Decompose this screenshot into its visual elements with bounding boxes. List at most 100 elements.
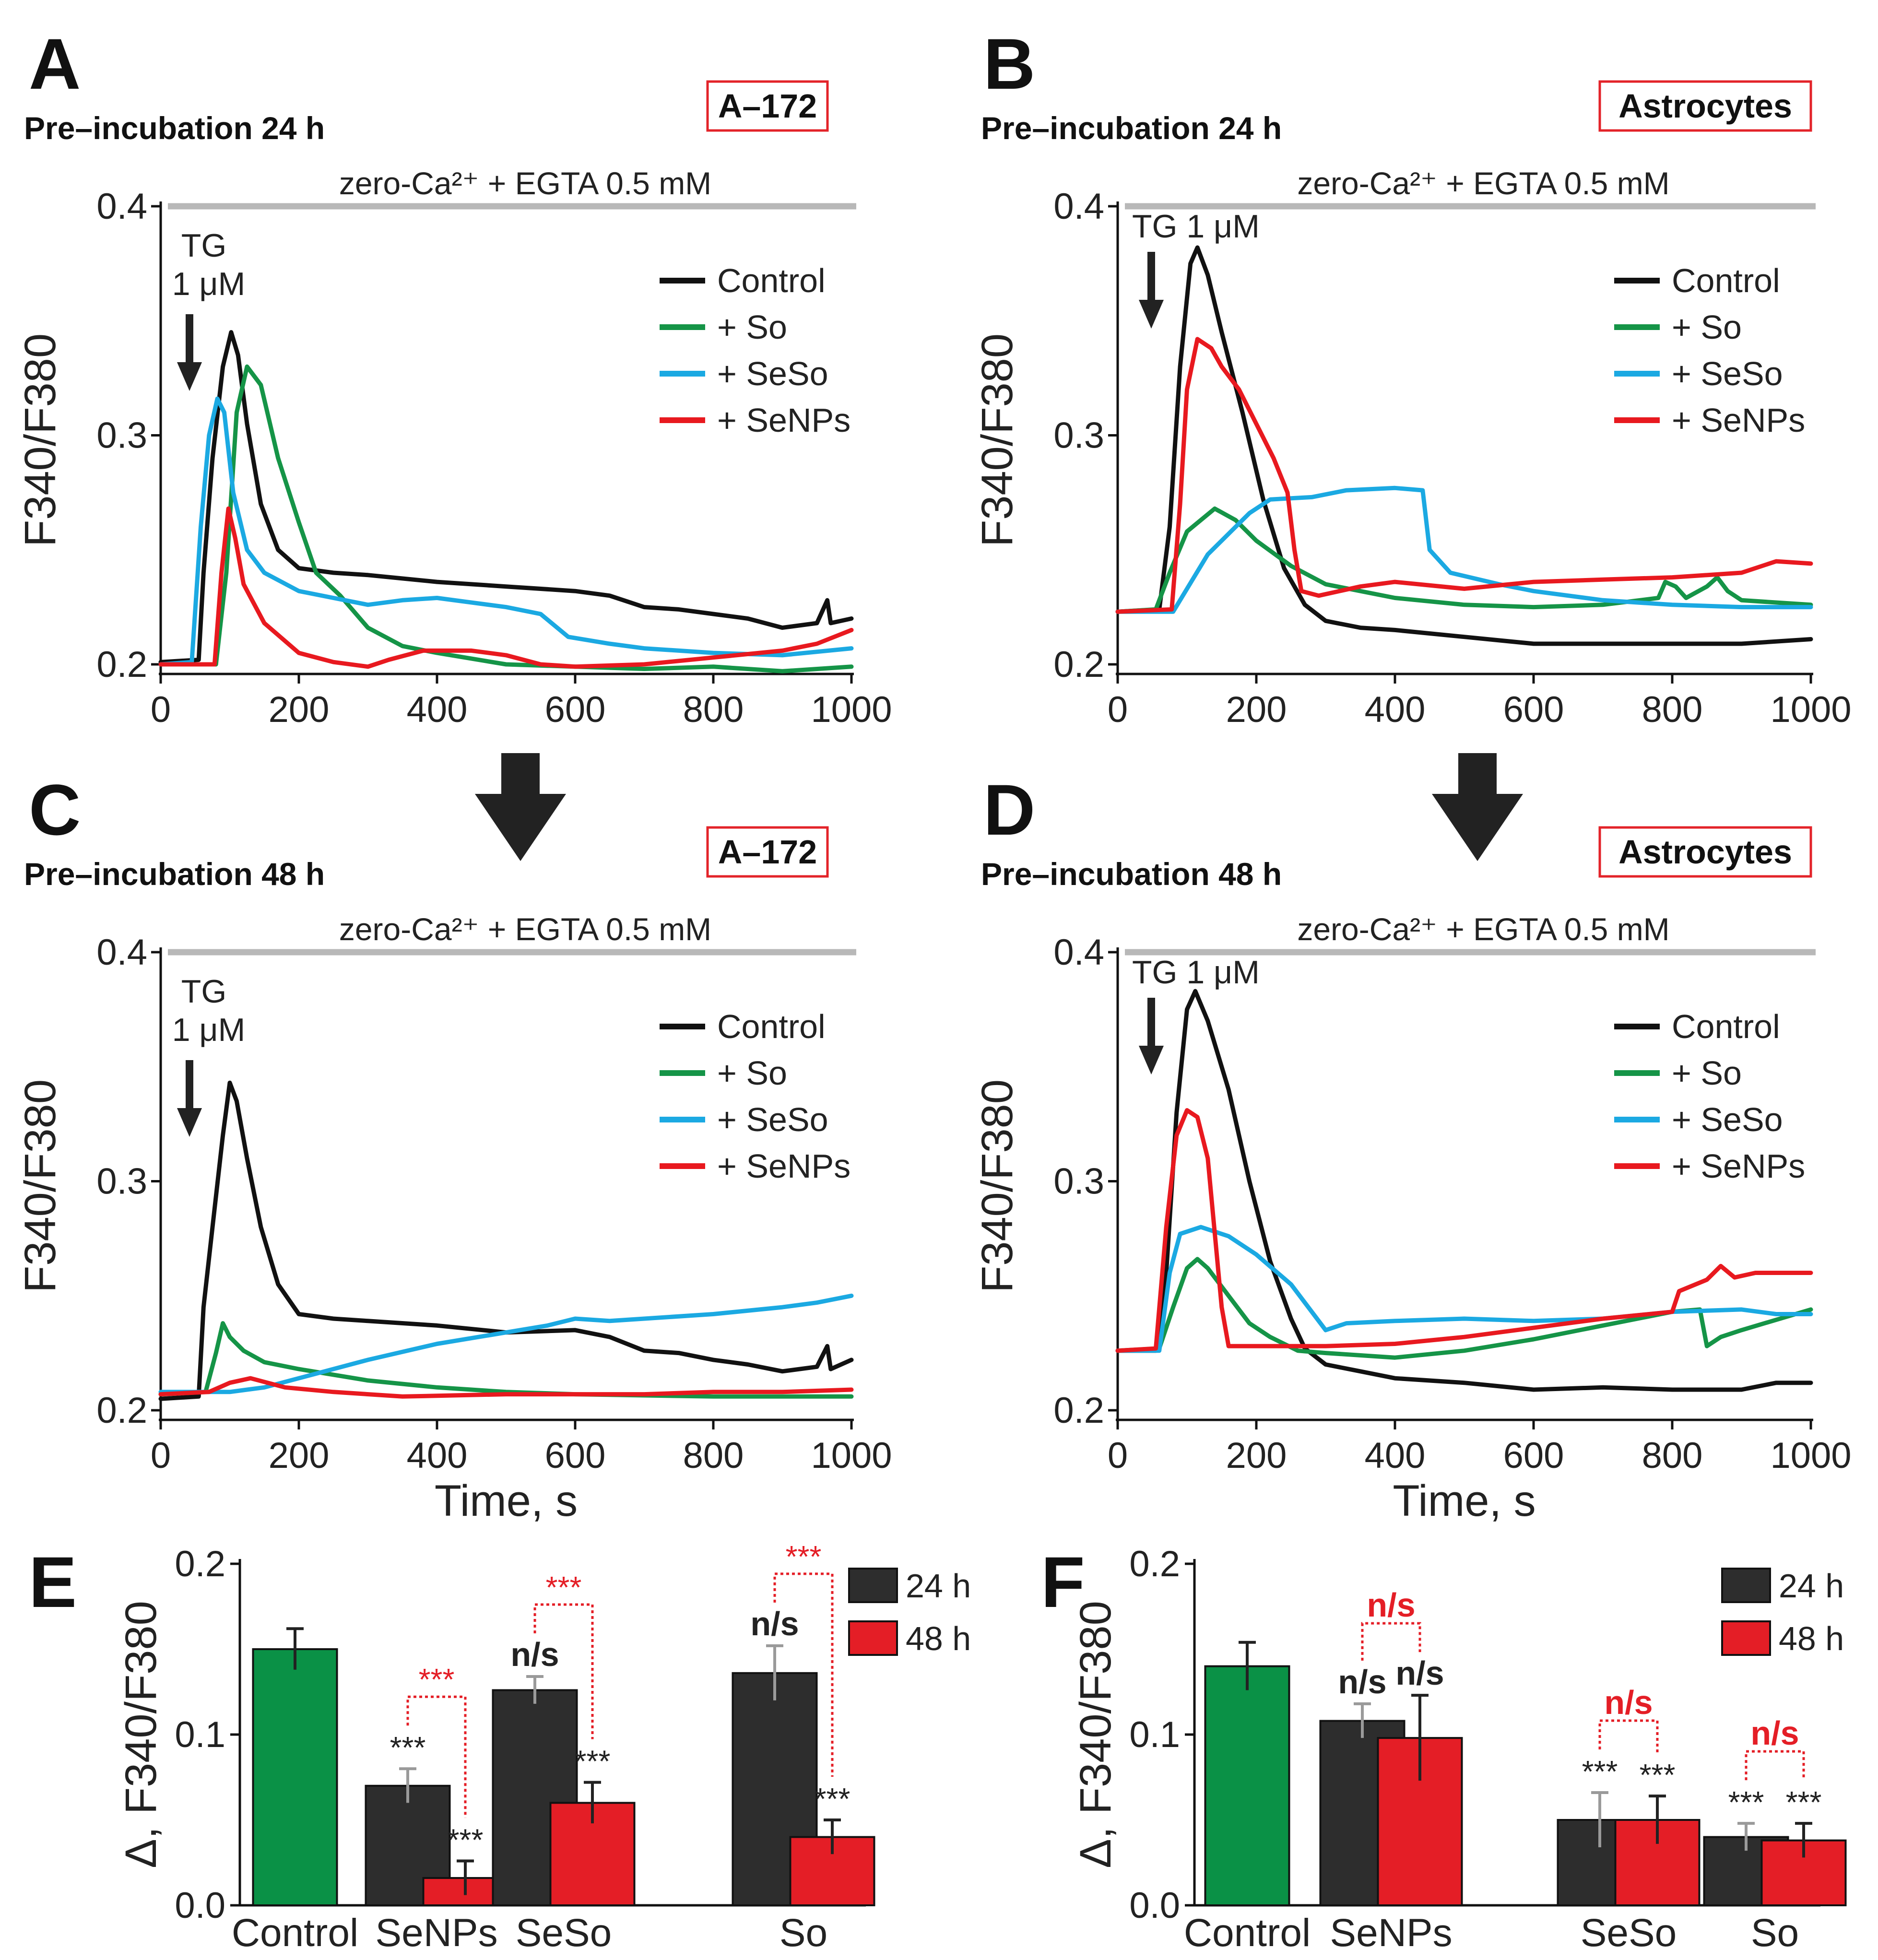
- category-label: SeNPs: [375, 1911, 497, 1955]
- y-tick-label: 0.2: [96, 644, 147, 685]
- series-line-seso: [158, 396, 854, 667]
- y-axis-label: F340/F380: [16, 1079, 65, 1293]
- legend: Control + So + SeSo + SeNPs: [1614, 1008, 1805, 1185]
- tg-label: 1 μM: [172, 1012, 246, 1048]
- panel-letter: D: [983, 769, 1035, 850]
- y-tick-label: 0.2: [1129, 1544, 1180, 1584]
- comparison-label: ***: [419, 1662, 455, 1697]
- legend-label: + SeSo: [1672, 1101, 1783, 1138]
- category-label: SeNPs: [1330, 1911, 1452, 1955]
- cell-type-label: A–172: [718, 833, 817, 871]
- x-tick-label: 200: [269, 689, 330, 730]
- x-tick-label: 200: [269, 1435, 330, 1476]
- legend-label: + SeSo: [717, 1101, 828, 1138]
- series-line-control: [1115, 989, 1813, 1392]
- y-tick-label: 0.4: [96, 186, 147, 227]
- transition-arrow-shaft: [1458, 753, 1497, 796]
- x-tick-label: 800: [683, 1435, 744, 1476]
- x-axis-label: Time, s: [1393, 1476, 1535, 1525]
- series-line-control: [1115, 245, 1813, 646]
- x-tick-label: 600: [1503, 689, 1564, 730]
- series-line-senps: [1115, 337, 1813, 614]
- x-tick-label: 200: [1226, 689, 1287, 730]
- x-tick-label: 0: [151, 689, 171, 730]
- legend-label: + SeNPs: [717, 1147, 850, 1185]
- significance-label: ***: [1786, 1785, 1822, 1819]
- comparison-label: ***: [786, 1539, 822, 1574]
- panel-e: E 0.0 0.1 0.2Δ, F340/F380 *** *** n/s *** n/s ***…: [29, 1539, 971, 1955]
- x-tick-label: 800: [1642, 1435, 1703, 1476]
- y-axis-label: Δ, F340/F380: [1071, 1601, 1120, 1868]
- panel-letter: B: [983, 24, 1035, 104]
- ns-label: n/s: [510, 1636, 559, 1673]
- panel-letter: C: [29, 769, 81, 850]
- legend: Control + So + SeSo + SeNPs: [1614, 262, 1805, 439]
- condition-label: zero-Ca²⁺ + EGTA 0.5 mM: [1297, 911, 1669, 947]
- x-tick-label: 800: [1642, 689, 1703, 730]
- comparison-bracket: [1361, 1622, 1421, 1661]
- bar-control-control: [1204, 1665, 1290, 1907]
- tg-label: TG: [181, 227, 226, 264]
- legend-label: 48 h: [1779, 1620, 1844, 1657]
- y-axis-label: F340/F380: [16, 333, 65, 547]
- panel-letter: F: [1041, 1542, 1085, 1622]
- panel-b: B Pre–incubation 24 h Astrocytes zero-Ca²⁺ …: [973, 24, 1852, 730]
- legend-label: + So: [717, 1054, 787, 1092]
- comparison-bracket: [773, 1572, 834, 1777]
- legend: 24 h 48 h: [848, 1567, 971, 1657]
- transition-arrow-shaft: [501, 753, 540, 796]
- y-tick-label: 0.3: [96, 415, 147, 456]
- legend-label: Control: [717, 262, 826, 299]
- panel-letter: E: [29, 1542, 77, 1622]
- comparison-bracket: [1745, 1750, 1805, 1781]
- tg-label: TG 1 μM: [1132, 954, 1260, 991]
- cell-type-label: A–172: [718, 87, 817, 125]
- comparison-label: n/s: [1367, 1586, 1415, 1624]
- tg-arrowhead: [177, 1108, 202, 1137]
- cell-type-label: Astrocytes: [1618, 833, 1792, 871]
- comparison-bracket: [406, 1695, 467, 1818]
- preincubation-label: Pre–incubation 24 h: [24, 110, 325, 146]
- significance-label: ***: [1582, 1754, 1618, 1789]
- legend: Control + So + SeSo + SeNPs: [660, 262, 850, 439]
- legend-label: + So: [1672, 1054, 1742, 1092]
- legend-swatch: [848, 1568, 898, 1603]
- y-axis-label: F340/F380: [973, 1079, 1022, 1293]
- y-tick-label: 0.2: [1053, 644, 1104, 685]
- legend-label: + SeNPs: [1672, 401, 1805, 439]
- x-tick-label: 0: [1108, 1435, 1128, 1476]
- legend-label: 24 h: [906, 1567, 971, 1605]
- comparison-bracket: [533, 1603, 594, 1739]
- y-tick-label: 0.1: [175, 1714, 225, 1755]
- panel-letter: A: [29, 24, 81, 104]
- x-tick-label: 400: [1365, 1435, 1426, 1476]
- x-tick-label: 600: [545, 689, 606, 730]
- ns-label: n/s: [1338, 1663, 1386, 1700]
- legend-label: 48 h: [906, 1620, 971, 1657]
- x-tick-label: 1000: [1770, 1435, 1851, 1476]
- x-tick-label: 400: [1365, 689, 1426, 730]
- y-axis-label: Δ, F340/F380: [117, 1601, 165, 1868]
- legend-label: Control: [1672, 1008, 1780, 1045]
- x-tick-label: 1000: [1770, 689, 1851, 730]
- bar-control-control: [252, 1648, 338, 1906]
- tg-label: 1 μM: [172, 266, 246, 302]
- x-axis-label: Time, s: [435, 1476, 578, 1525]
- cell-type-box: [706, 80, 829, 132]
- series-line-seso: [158, 1293, 854, 1394]
- significance-label: ***: [390, 1730, 426, 1765]
- ns-label: n/s: [1395, 1654, 1444, 1692]
- comparison-label: n/s: [1750, 1714, 1799, 1752]
- category-label: SeSo: [1581, 1911, 1677, 1955]
- series-line-so: [1115, 506, 1813, 614]
- significance-label: ***: [815, 1782, 850, 1816]
- cell-type-box: [706, 826, 829, 878]
- legend-swatch: [848, 1620, 898, 1656]
- series-line-senps: [1115, 1108, 1813, 1353]
- tg-label: TG: [181, 973, 226, 1010]
- x-tick-label: 600: [545, 1435, 606, 1476]
- x-tick-label: 1000: [811, 689, 892, 730]
- category-label: So: [1751, 1911, 1799, 1955]
- panel-a: A Pre–incubation 24 h A–172 zero-Ca²⁺ + EGT…: [16, 24, 892, 730]
